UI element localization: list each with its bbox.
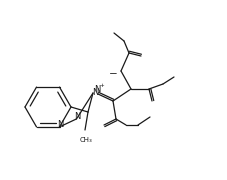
Text: CH₃: CH₃ (79, 137, 92, 143)
Text: N: N (93, 84, 100, 93)
Text: +: + (99, 82, 104, 87)
Text: N: N (74, 112, 80, 122)
Text: N: N (57, 120, 63, 129)
Text: N: N (91, 87, 98, 96)
Text: −: − (108, 69, 117, 79)
